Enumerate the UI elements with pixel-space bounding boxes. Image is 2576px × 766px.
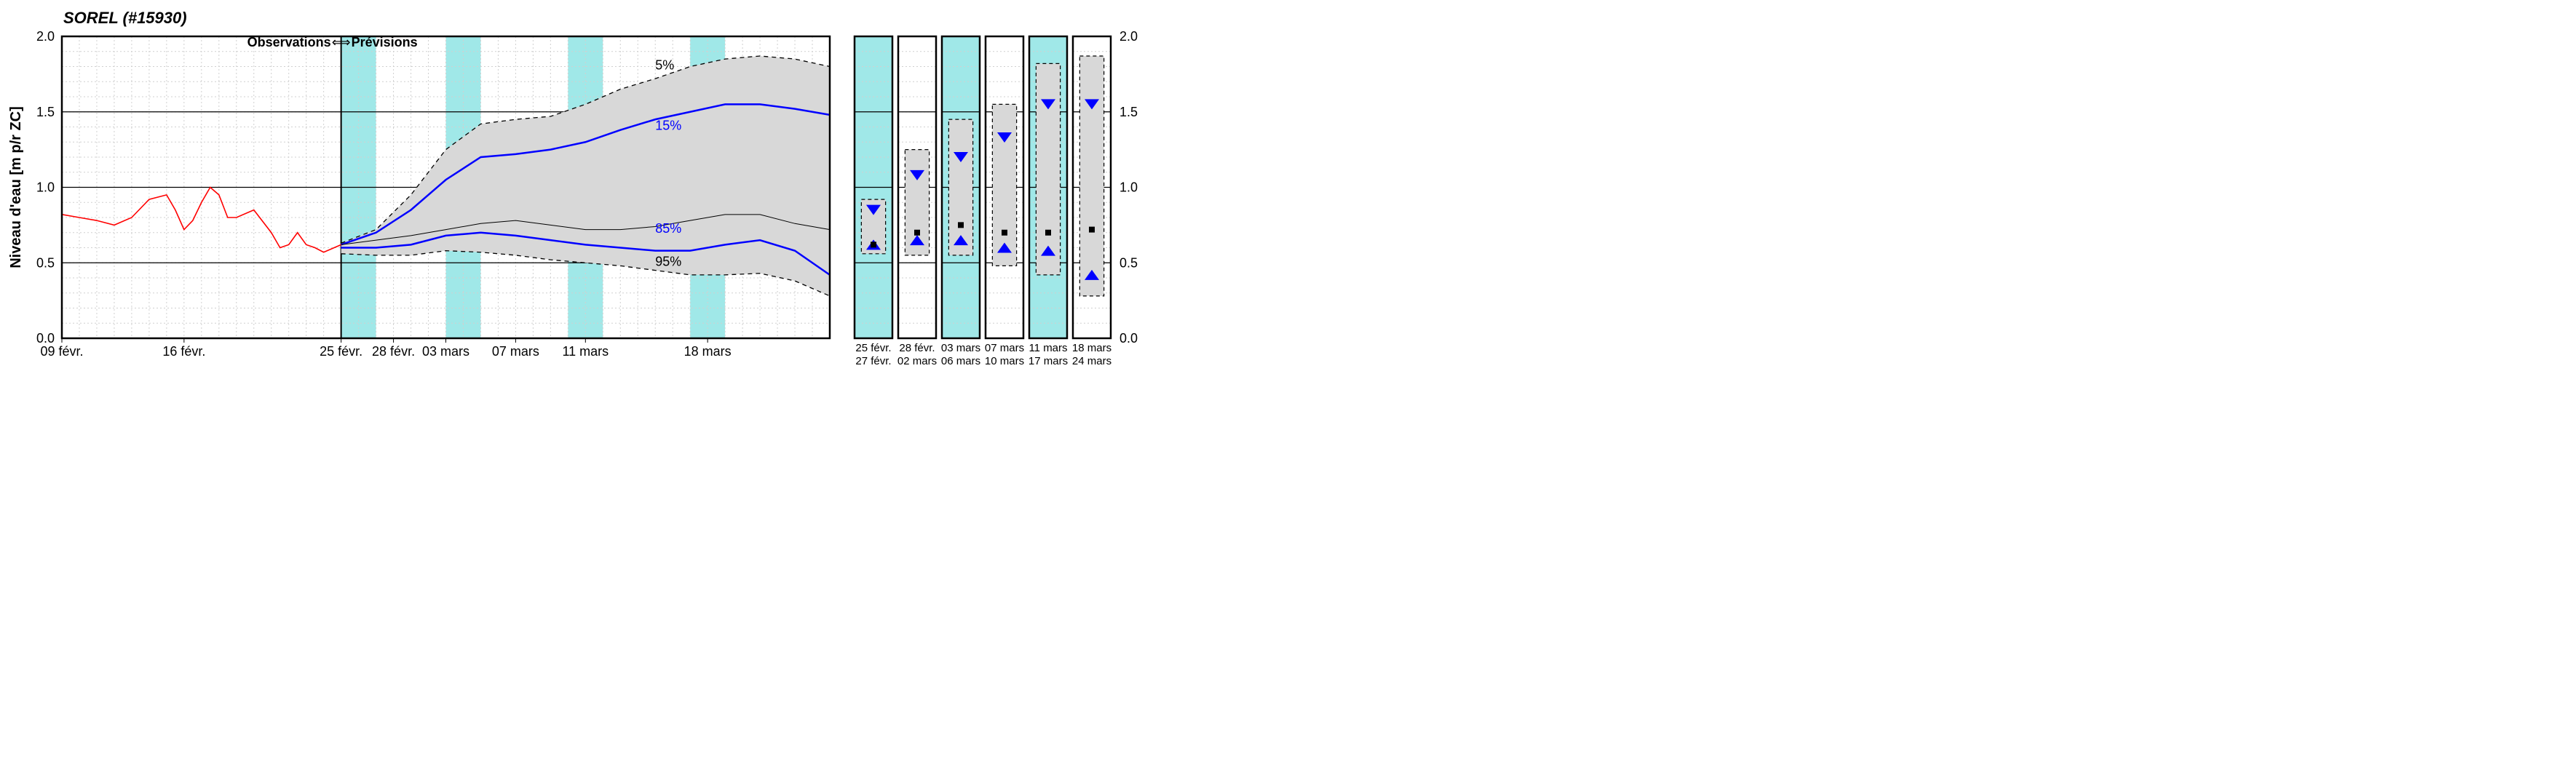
svg-text:95%: 95% [655, 254, 681, 268]
svg-text:25 févr.: 25 févr. [320, 344, 362, 359]
svg-text:03 mars: 03 mars [941, 342, 980, 354]
svg-text:11 mars: 11 mars [1029, 342, 1067, 354]
svg-text:1.0: 1.0 [1119, 180, 1138, 195]
svg-text:1.5: 1.5 [1119, 105, 1138, 119]
svg-text:18 mars: 18 mars [1072, 342, 1111, 354]
svg-text:07 mars: 07 mars [492, 344, 539, 359]
svg-text:5%: 5% [655, 58, 674, 73]
svg-text:SOREL (#15930): SOREL (#15930) [63, 9, 187, 27]
svg-text:2.0: 2.0 [1119, 29, 1138, 44]
svg-text:0.0: 0.0 [36, 331, 55, 346]
svg-text:16 févr.: 16 févr. [162, 344, 205, 359]
svg-text:03 mars: 03 mars [422, 344, 469, 359]
svg-text:0.0: 0.0 [1119, 331, 1138, 346]
svg-text:85%: 85% [655, 221, 681, 236]
svg-text:10 mars: 10 mars [985, 355, 1024, 367]
svg-text:02 mars: 02 mars [897, 355, 937, 367]
svg-text:25 févr.: 25 févr. [855, 342, 891, 354]
svg-text:28 févr.: 28 févr. [899, 342, 935, 354]
svg-text:07 mars: 07 mars [985, 342, 1024, 354]
svg-text:17 mars: 17 mars [1029, 355, 1068, 367]
svg-text:15%: 15% [655, 119, 681, 133]
svg-text:06 mars: 06 mars [941, 355, 980, 367]
svg-text:18 mars: 18 mars [684, 344, 732, 359]
main-chart: SOREL (#15930)Niveau d'eau [m p/r ZC]Obs… [7, 7, 837, 371]
svg-text:27 févr.: 27 févr. [855, 355, 891, 367]
svg-text:2.0: 2.0 [36, 29, 55, 44]
svg-text:28 févr.: 28 févr. [372, 344, 415, 359]
svg-text:11 mars: 11 mars [562, 344, 609, 359]
svg-text:Niveau d'eau [m p/r ZC]: Niveau d'eau [m p/r ZC] [8, 106, 24, 268]
svg-text:1.5: 1.5 [36, 105, 55, 119]
svg-text:09 févr.: 09 févr. [40, 344, 83, 359]
summary-panels: 25 févr.27 févr. 28 févr.02 mars 03 mars06… [852, 7, 1147, 371]
svg-text:24 mars: 24 mars [1072, 355, 1111, 367]
svg-text:0.5: 0.5 [1119, 255, 1138, 270]
svg-text:0.5: 0.5 [36, 255, 55, 270]
svg-text:1.0: 1.0 [36, 180, 55, 195]
